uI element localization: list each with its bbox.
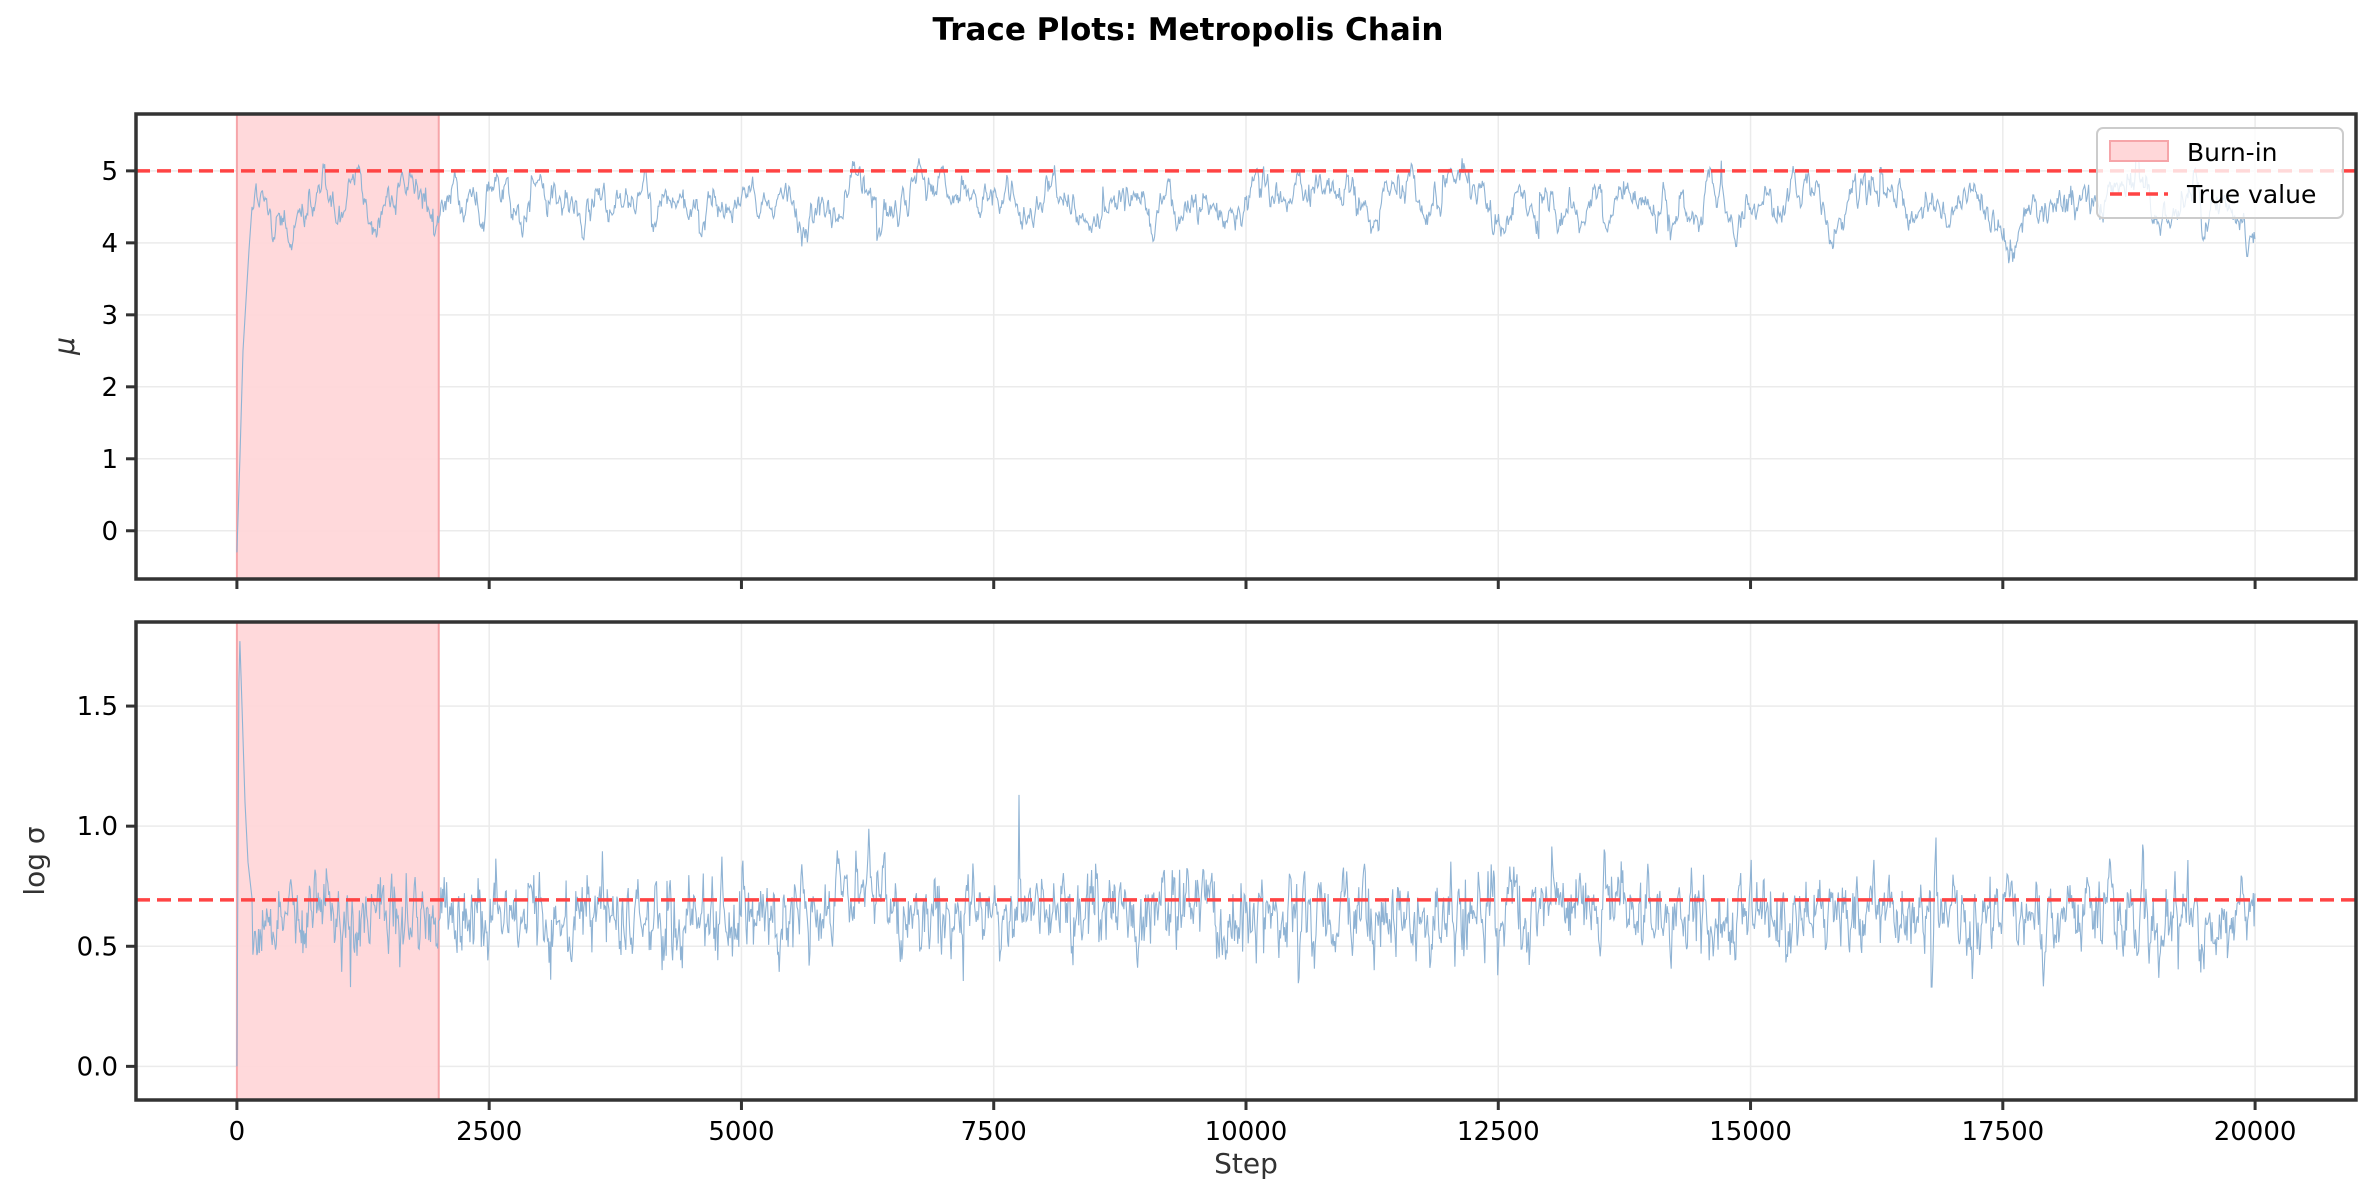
x-tick-label: 0 xyxy=(229,1117,246,1147)
y-tick-label: 3 xyxy=(101,301,118,331)
y-tick-label: 5 xyxy=(101,157,118,187)
burnin-band xyxy=(235,621,440,1101)
x-tick-label: 15000 xyxy=(1709,1117,1792,1147)
y-tick-label: 4 xyxy=(101,229,118,259)
x-tick-label: 12500 xyxy=(1457,1117,1540,1147)
x-tick-label: 10000 xyxy=(1205,1117,1288,1147)
mu-trace-line xyxy=(236,144,2256,553)
burnin-patch-icon xyxy=(2109,140,2169,162)
x-tick-label: 17500 xyxy=(1961,1117,2044,1147)
logsigma-axes-frame xyxy=(134,620,2358,1102)
legend: Burn-in True value xyxy=(2096,127,2344,219)
mu-axes-frame xyxy=(134,112,2358,581)
x-tick-label: 7500 xyxy=(961,1117,1027,1147)
y-tick-label: 2 xyxy=(101,373,118,403)
x-tick-label: 2500 xyxy=(456,1117,522,1147)
mu-y-axis-ticks: 0 1 2 3 4 5 xyxy=(101,157,136,547)
y-tick-label: 0 xyxy=(101,517,118,547)
x-tick-label: 5000 xyxy=(708,1117,774,1147)
y-tick-label: 1.0 xyxy=(77,812,118,842)
legend-label-true-value: True value xyxy=(2186,180,2316,209)
figure-title: Trace Plots: Metropolis Chain xyxy=(932,12,1444,48)
y-tick-label: 0.5 xyxy=(77,932,118,962)
y-tick-label: 1 xyxy=(101,445,118,475)
logsigma-grid xyxy=(136,622,2356,1100)
x-axis-label: Step xyxy=(1214,1147,1278,1180)
logsigma-y-axis-label: log σ xyxy=(18,826,51,895)
x-tick-label: 20000 xyxy=(2214,1117,2297,1147)
logsigma-y-axis-ticks: 0.0 0.5 1.0 1.5 xyxy=(77,692,136,1082)
logsigma-x-axis-ticks: 0 2500 5000 7500 10000 12500 15000 17500 20000 xyxy=(229,1100,2297,1147)
mu-grid xyxy=(136,114,2356,579)
logsigma-trace-panel: 0.0 0.5 1.0 1.5 0 2500 5000 7500 10000 12500 1500… xyxy=(18,620,2358,1180)
logsigma-burnin-region xyxy=(235,621,440,1101)
mu-y-axis-label: μ xyxy=(48,337,81,356)
mu-trace-panel: 0 1 2 3 4 5 μ Burn-in True value xyxy=(48,112,2358,589)
legend-label-burnin: Burn-in xyxy=(2187,138,2278,167)
y-tick-label: 1.5 xyxy=(77,692,118,722)
y-tick-label: 0.0 xyxy=(77,1052,118,1082)
